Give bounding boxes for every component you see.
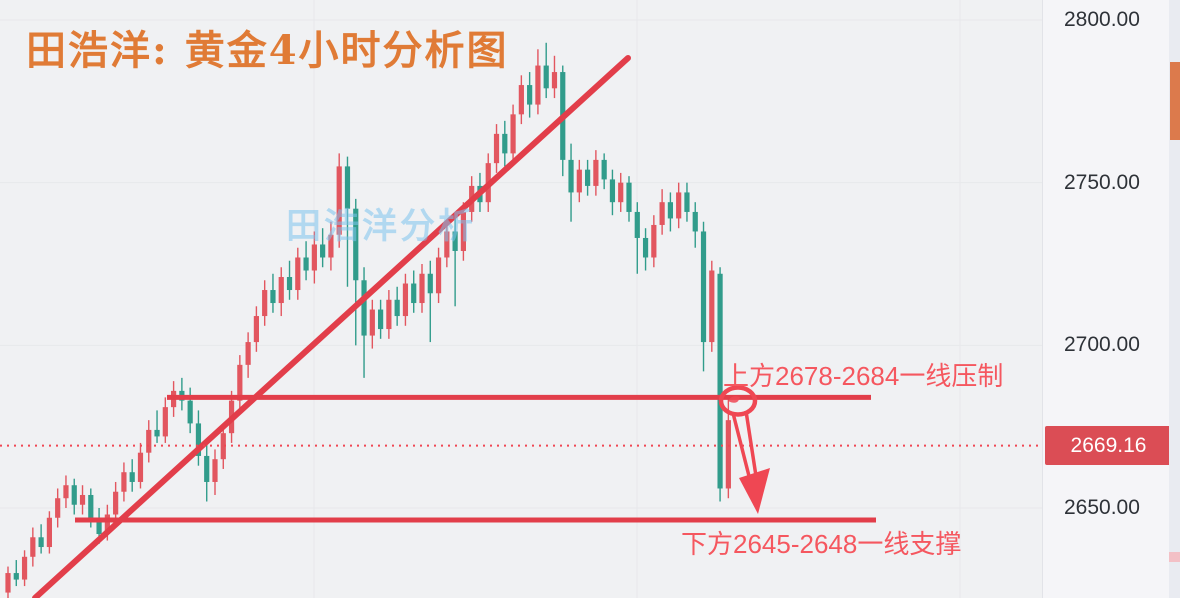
price-tick-label: 2800.00 (1064, 8, 1140, 31)
price-tick-label: 2700.00 (1064, 333, 1140, 357)
price-tick-label: 2650.00 (1064, 495, 1140, 519)
chart-plot-area[interactable]: 田浩洋分析 田浩洋: 黄金4小时分析图 上方2678-2684一线压制 下方26… (0, 0, 1042, 598)
arrow-shaft-right (744, 410, 758, 477)
scrollbar-thumb[interactable] (1170, 62, 1180, 140)
trend-line (32, 55, 631, 598)
price-axis[interactable]: 2669.16 2800.00 2750.00 2700.00 2650.00 (1042, 0, 1180, 598)
candlestick-series (5, 42, 731, 598)
scrollbar-track[interactable] (1169, 0, 1180, 598)
last-price-tag: 2669.16 (1045, 426, 1172, 466)
chart-canvas[interactable] (0, 0, 1042, 598)
highlight-ellipse (718, 385, 758, 417)
ellipse-scribble (728, 396, 740, 403)
arrow-shaft-left (731, 412, 752, 481)
gridlines (0, 0, 1042, 598)
down-arrow-head (739, 468, 770, 514)
scrollbar-marker (1169, 552, 1180, 562)
price-tick-label: 2750.00 (1064, 170, 1140, 194)
analyst-drawings[interactable] (0, 55, 1042, 598)
